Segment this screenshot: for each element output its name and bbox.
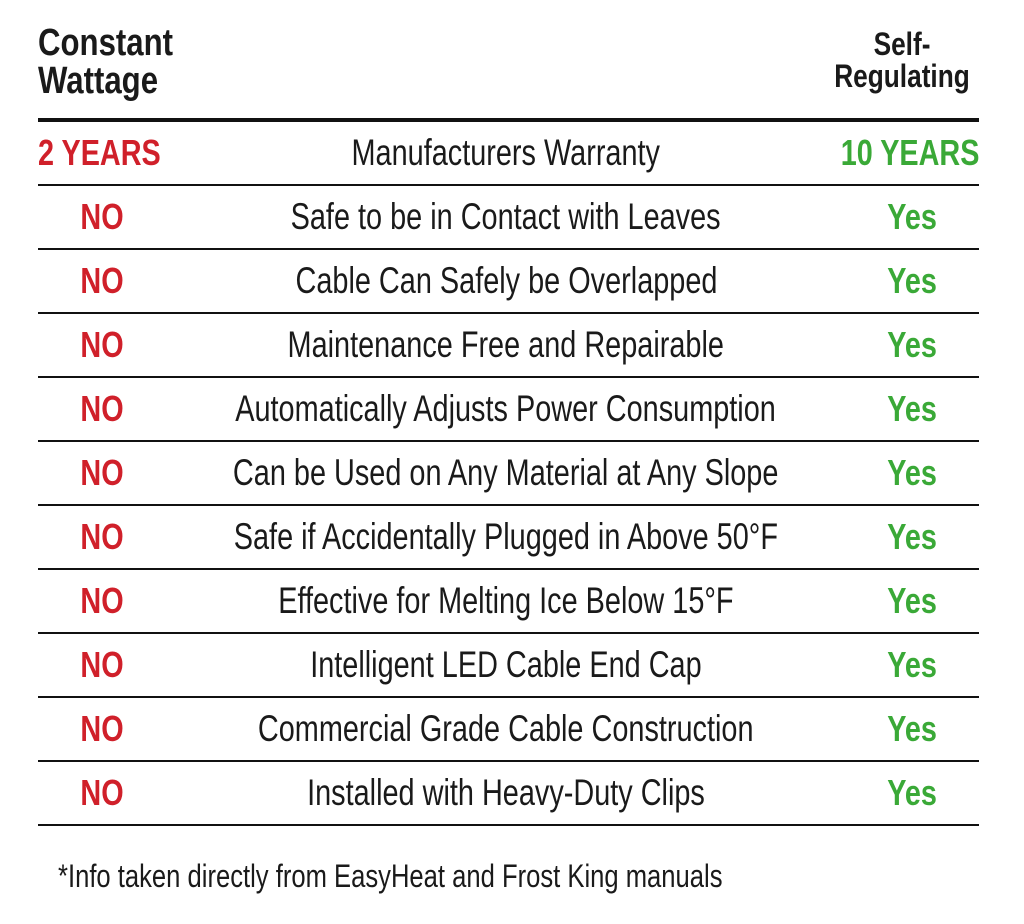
- self-regulating-value-text: Yes: [887, 580, 938, 621]
- constant-wattage-value-text: NO: [80, 196, 124, 237]
- table-row: 2 YEARS Manufacturers Warranty 10 YEARS: [38, 122, 979, 186]
- table-row: NO Installed with Heavy-Duty Clips Yes: [38, 762, 979, 826]
- feature-label-text: Cable Can Safely be Overlapped: [295, 260, 717, 301]
- feature-label: Safe to be in Contact with Leaves: [166, 186, 846, 248]
- constant-wattage-value: NO: [38, 570, 166, 632]
- self-regulating-value: Yes: [846, 506, 979, 568]
- constant-wattage-value-text: 2 YEARS: [38, 132, 161, 173]
- constant-wattage-value-text: NO: [80, 580, 124, 621]
- self-regulating-value: 10 YEARS: [828, 122, 979, 184]
- table-row: NO Cable Can Safely be Overlapped Yes: [38, 250, 979, 314]
- constant-wattage-value-text: NO: [80, 324, 124, 365]
- self-regulating-value: Yes: [846, 570, 979, 632]
- self-regulating-value: Yes: [846, 698, 979, 760]
- constant-wattage-value-text: NO: [80, 516, 124, 557]
- constant-wattage-value-text: NO: [80, 708, 124, 749]
- table-row: NO Commercial Grade Cable Construction Yes: [38, 698, 979, 762]
- self-regulating-value-text: Yes: [887, 388, 938, 429]
- self-regulating-value-text: Yes: [887, 260, 938, 301]
- table-row: NO Intelligent LED Cable End Cap Yes: [38, 634, 979, 698]
- constant-wattage-value: NO: [38, 442, 166, 504]
- self-regulating-value-text: Yes: [887, 708, 938, 749]
- header-right-line1: Self-: [873, 26, 931, 62]
- feature-label: Installed with Heavy-Duty Clips: [166, 762, 846, 824]
- table-row: NO Effective for Melting Ice Below 15°F Ye…: [38, 570, 979, 634]
- constant-wattage-value-text: NO: [80, 452, 124, 493]
- constant-wattage-value: NO: [38, 314, 166, 376]
- constant-wattage-value-text: NO: [80, 388, 124, 429]
- feature-label: Commercial Grade Cable Construction: [166, 698, 846, 760]
- self-regulating-value-text: Yes: [887, 644, 938, 685]
- feature-label-text: Maintenance Free and Repairable: [287, 324, 725, 365]
- constant-wattage-value: NO: [38, 698, 166, 760]
- self-regulating-value: Yes: [846, 250, 979, 312]
- self-regulating-value: Yes: [846, 762, 979, 824]
- table-row: NO Safe to be in Contact with Leaves Yes: [38, 186, 979, 250]
- self-regulating-value-text: Yes: [887, 772, 938, 813]
- self-regulating-value-text: Yes: [887, 516, 938, 557]
- feature-label: Maintenance Free and Repairable: [166, 314, 846, 376]
- constant-wattage-header: Constant Wattage: [38, 24, 177, 100]
- self-regulating-value: Yes: [846, 186, 979, 248]
- constant-wattage-value-text: NO: [80, 644, 124, 685]
- constant-wattage-value: NO: [38, 250, 166, 312]
- self-regulating-header: Self- Regulating: [820, 28, 984, 92]
- feature-label: Manufacturers Warranty: [166, 122, 846, 184]
- constant-wattage-value: NO: [38, 186, 166, 248]
- feature-label-text: Safe if Accidentally Plugged in Above 50…: [233, 516, 779, 557]
- feature-label-text: Commercial Grade Cable Construction: [258, 708, 754, 749]
- feature-label-text: Can be Used on Any Material at Any Slope: [233, 452, 779, 493]
- table-row: NO Maintenance Free and Repairable Yes: [38, 314, 979, 378]
- self-regulating-value-text: Yes: [887, 324, 938, 365]
- header-left-line2: Wattage: [38, 60, 159, 102]
- feature-label-text: Automatically Adjusts Power Consumption: [235, 388, 777, 429]
- self-regulating-value: Yes: [846, 378, 979, 440]
- footnote: *Info taken directly from EasyHeat and F…: [58, 858, 723, 894]
- feature-label-text: Installed with Heavy-Duty Clips: [307, 772, 705, 813]
- constant-wattage-value: NO: [38, 378, 166, 440]
- feature-label: Can be Used on Any Material at Any Slope: [166, 442, 846, 504]
- self-regulating-value: Yes: [846, 634, 979, 696]
- feature-label: Cable Can Safely be Overlapped: [166, 250, 846, 312]
- self-regulating-value-text: Yes: [887, 452, 938, 493]
- header-left-line1: Constant: [38, 22, 174, 64]
- self-regulating-value-text: Yes: [887, 196, 938, 237]
- constant-wattage-value: NO: [38, 762, 166, 824]
- constant-wattage-value: NO: [38, 506, 166, 568]
- feature-label-text: Manufacturers Warranty: [351, 132, 661, 173]
- comparison-table: 2 YEARS Manufacturers Warranty 10 YEARS NO S…: [38, 122, 979, 826]
- feature-label: Safe if Accidentally Plugged in Above 50…: [166, 506, 846, 568]
- constant-wattage-value: 2 YEARS: [38, 122, 166, 184]
- header-right-line2: Regulating: [834, 58, 970, 94]
- constant-wattage-value: NO: [38, 634, 166, 696]
- constant-wattage-value-text: NO: [80, 772, 124, 813]
- self-regulating-value: Yes: [846, 314, 979, 376]
- feature-label-text: Safe to be in Contact with Leaves: [291, 196, 721, 237]
- feature-label: Effective for Melting Ice Below 15°F: [166, 570, 846, 632]
- feature-label-text: Effective for Melting Ice Below 15°F: [278, 580, 734, 621]
- feature-label-text: Intelligent LED Cable End Cap: [310, 644, 702, 685]
- self-regulating-value: Yes: [846, 442, 979, 504]
- feature-label: Automatically Adjusts Power Consumption: [166, 378, 846, 440]
- table-row: NO Automatically Adjusts Power Consumptio…: [38, 378, 979, 442]
- self-regulating-value-text: 10 YEARS: [840, 132, 979, 173]
- header-divider: [38, 118, 979, 122]
- table-row: NO Safe if Accidentally Plugged in Above …: [38, 506, 979, 570]
- feature-label: Intelligent LED Cable End Cap: [166, 634, 846, 696]
- table-row: NO Can be Used on Any Material at Any Slo…: [38, 442, 979, 506]
- constant-wattage-value-text: NO: [80, 260, 124, 301]
